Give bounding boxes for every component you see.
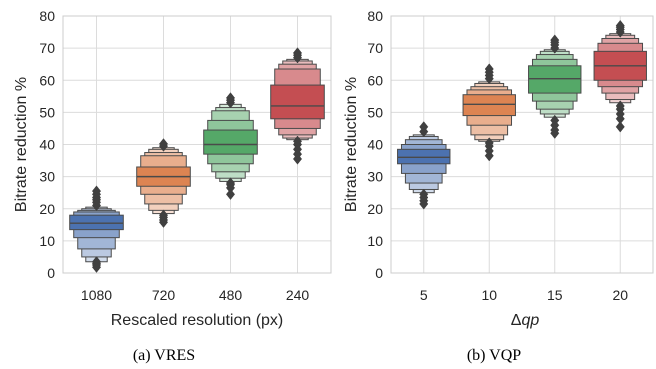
plot-frame [62, 15, 332, 274]
y-tick-label: 30 [367, 169, 383, 185]
outlier-point [484, 137, 494, 149]
y-tick-label: 0 [375, 265, 383, 281]
y-tick-label: 70 [39, 40, 55, 56]
outlier-point [91, 256, 102, 268]
outlier-point [550, 34, 560, 46]
outlier-point [91, 185, 102, 197]
outlier-point [225, 92, 236, 104]
y-tick-label: 0 [47, 265, 55, 281]
y-tick-label: 10 [39, 233, 55, 249]
y-tick-label: 50 [39, 104, 55, 120]
outlier-point [419, 188, 429, 200]
boxen-level [397, 148, 451, 165]
y-tick-label: 30 [39, 169, 55, 185]
x-tick-label: 5 [420, 287, 428, 303]
boxen-level [528, 65, 582, 94]
outlier-point [615, 121, 625, 133]
outlier-point [225, 177, 236, 189]
x-axis-label: Δqp [511, 312, 540, 329]
y-tick-label: 20 [39, 201, 55, 217]
x-tick-label: 720 [152, 287, 176, 303]
y-tick-label: 10 [367, 233, 383, 249]
y-tick-label: 20 [367, 201, 383, 217]
figure-caption: (b) VQP [467, 347, 521, 364]
boxen-level [270, 84, 325, 120]
boxen-level [462, 94, 516, 117]
boxen-level [69, 214, 124, 231]
y-tick-label: 60 [367, 72, 383, 88]
outlier-point [225, 188, 236, 200]
x-tick-label: 15 [547, 287, 563, 303]
x-tick-label: 240 [286, 287, 310, 303]
x-tick-label: 1080 [81, 287, 112, 303]
y-tick-label: 60 [39, 72, 55, 88]
outlier-point [550, 114, 560, 127]
y-tick-label: 70 [367, 40, 383, 56]
outlier-point [158, 138, 169, 150]
y-tick-label: 50 [367, 104, 383, 120]
outlier-point [484, 63, 494, 75]
figure-caption: (a) VRES [133, 347, 195, 364]
x-tick-label: 10 [481, 287, 497, 303]
outlier-point [292, 47, 303, 59]
outlier-point [158, 209, 169, 221]
outlier-point [419, 121, 429, 133]
y-tick-label: 40 [39, 137, 55, 153]
outlier-point [292, 135, 303, 147]
x-tick-label: 480 [219, 287, 243, 303]
x-axis-label: Rescaled resolution (px) [111, 312, 284, 329]
boxen-level [203, 129, 258, 155]
y-tick-label: 80 [367, 8, 383, 24]
y-tick-label: 80 [39, 8, 55, 24]
outlier-point [615, 19, 625, 32]
outlier-point [615, 100, 625, 112]
y-axis-label: Bitrate reduction % [13, 77, 30, 212]
x-tick-label: 20 [612, 287, 628, 303]
plot-frame [390, 15, 654, 274]
y-tick-label: 40 [367, 137, 383, 153]
y-axis-label: Bitrate reduction % [343, 77, 360, 212]
panel-vqp: 0 10 20 30 40 50 60 70 80 5 10 15 20 Δqp Bitrate reduc… [343, 8, 654, 364]
